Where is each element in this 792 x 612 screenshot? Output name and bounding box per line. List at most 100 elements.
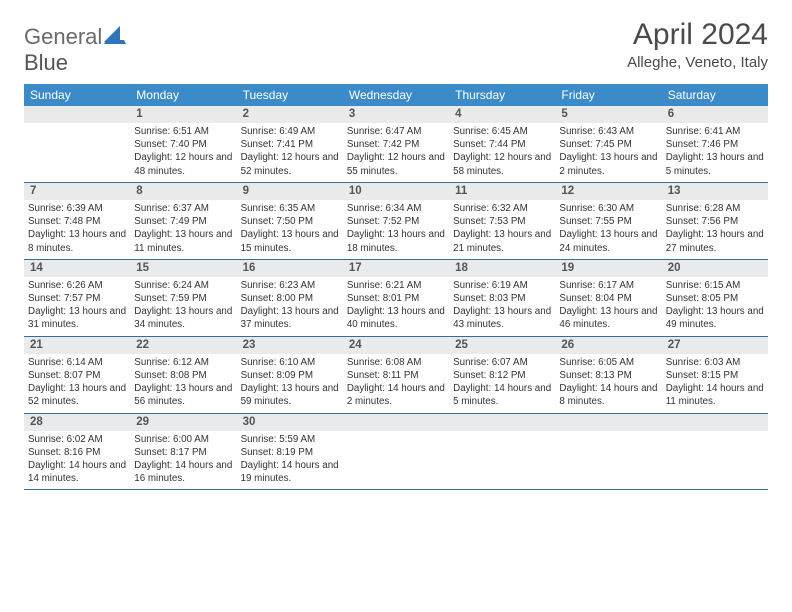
day-details [24,123,130,181]
day-number: 1 [130,106,236,123]
day-cell: 10Sunrise: 6:34 AMSunset: 7:52 PMDayligh… [343,182,449,259]
day-details: Sunrise: 6:12 AMSunset: 8:08 PMDaylight:… [130,354,236,413]
day-details: Sunrise: 6:21 AMSunset: 8:01 PMDaylight:… [343,277,449,336]
day-details: Sunrise: 6:39 AMSunset: 7:48 PMDaylight:… [24,200,130,259]
day-number: 2 [237,106,343,123]
day-details: Sunrise: 6:00 AMSunset: 8:17 PMDaylight:… [130,431,236,490]
day-cell: 19Sunrise: 6:17 AMSunset: 8:04 PMDayligh… [555,259,661,336]
day-number: 3 [343,106,449,123]
day-details: Sunrise: 6:37 AMSunset: 7:49 PMDaylight:… [130,200,236,259]
day-details: Sunrise: 6:41 AMSunset: 7:46 PMDaylight:… [662,123,768,182]
day-details: Sunrise: 6:10 AMSunset: 8:09 PMDaylight:… [237,354,343,413]
page-title: April 2024 [627,18,768,52]
dow-header: Tuesday [237,84,343,106]
day-cell: 13Sunrise: 6:28 AMSunset: 7:56 PMDayligh… [662,182,768,259]
day-details: Sunrise: 6:30 AMSunset: 7:55 PMDaylight:… [555,200,661,259]
header: GeneralBlue April 2024 Alleghe, Veneto, … [24,18,768,76]
dow-row: SundayMondayTuesdayWednesdayThursdayFrid… [24,84,768,106]
day-number: 18 [449,260,555,277]
day-cell: 11Sunrise: 6:32 AMSunset: 7:53 PMDayligh… [449,182,555,259]
day-details: Sunrise: 6:26 AMSunset: 7:57 PMDaylight:… [24,277,130,336]
day-details: Sunrise: 6:34 AMSunset: 7:52 PMDaylight:… [343,200,449,259]
day-cell [449,413,555,490]
day-details: Sunrise: 6:08 AMSunset: 8:11 PMDaylight:… [343,354,449,413]
day-cell: 9Sunrise: 6:35 AMSunset: 7:50 PMDaylight… [237,182,343,259]
day-number: 19 [555,260,661,277]
day-cell: 22Sunrise: 6:12 AMSunset: 8:08 PMDayligh… [130,336,236,413]
day-number: 25 [449,337,555,354]
day-cell [555,413,661,490]
day-cell: 8Sunrise: 6:37 AMSunset: 7:49 PMDaylight… [130,182,236,259]
logo-text: GeneralBlue [24,24,126,76]
week-row: 1Sunrise: 6:51 AMSunset: 7:40 PMDaylight… [24,106,768,182]
day-number [662,414,768,431]
day-cell: 5Sunrise: 6:43 AMSunset: 7:45 PMDaylight… [555,106,661,182]
day-details: Sunrise: 6:24 AMSunset: 7:59 PMDaylight:… [130,277,236,336]
day-number: 12 [555,183,661,200]
day-details [343,431,449,489]
day-number: 28 [24,414,130,431]
logo-part2: Blue [24,50,68,75]
day-details: Sunrise: 6:43 AMSunset: 7:45 PMDaylight:… [555,123,661,182]
day-number: 14 [24,260,130,277]
logo: GeneralBlue [24,18,126,76]
day-details: Sunrise: 6:45 AMSunset: 7:44 PMDaylight:… [449,123,555,182]
day-cell [343,413,449,490]
day-details: Sunrise: 6:07 AMSunset: 8:12 PMDaylight:… [449,354,555,413]
day-number: 13 [662,183,768,200]
day-number [24,106,130,123]
week-row: 14Sunrise: 6:26 AMSunset: 7:57 PMDayligh… [24,259,768,336]
day-details: Sunrise: 6:51 AMSunset: 7:40 PMDaylight:… [130,123,236,182]
day-details [555,431,661,489]
day-details: Sunrise: 6:23 AMSunset: 8:00 PMDaylight:… [237,277,343,336]
day-number: 9 [237,183,343,200]
day-cell [662,413,768,490]
day-cell: 4Sunrise: 6:45 AMSunset: 7:44 PMDaylight… [449,106,555,182]
day-cell: 26Sunrise: 6:05 AMSunset: 8:13 PMDayligh… [555,336,661,413]
logo-part1: General [24,24,102,49]
day-cell: 23Sunrise: 6:10 AMSunset: 8:09 PMDayligh… [237,336,343,413]
day-number: 27 [662,337,768,354]
day-details: Sunrise: 6:19 AMSunset: 8:03 PMDaylight:… [449,277,555,336]
day-cell [24,106,130,182]
day-number [343,414,449,431]
day-cell: 24Sunrise: 6:08 AMSunset: 8:11 PMDayligh… [343,336,449,413]
title-block: April 2024 Alleghe, Veneto, Italy [627,18,768,71]
day-number: 29 [130,414,236,431]
day-cell: 28Sunrise: 6:02 AMSunset: 8:16 PMDayligh… [24,413,130,490]
day-cell: 14Sunrise: 6:26 AMSunset: 7:57 PMDayligh… [24,259,130,336]
day-cell: 6Sunrise: 6:41 AMSunset: 7:46 PMDaylight… [662,106,768,182]
day-details: Sunrise: 5:59 AMSunset: 8:19 PMDaylight:… [237,431,343,490]
day-details: Sunrise: 6:35 AMSunset: 7:50 PMDaylight:… [237,200,343,259]
day-details: Sunrise: 6:28 AMSunset: 7:56 PMDaylight:… [662,200,768,259]
dow-header: Monday [130,84,236,106]
day-number: 21 [24,337,130,354]
dow-header: Sunday [24,84,130,106]
day-details: Sunrise: 6:47 AMSunset: 7:42 PMDaylight:… [343,123,449,182]
day-cell: 2Sunrise: 6:49 AMSunset: 7:41 PMDaylight… [237,106,343,182]
day-details [662,431,768,489]
day-number: 22 [130,337,236,354]
day-cell: 16Sunrise: 6:23 AMSunset: 8:00 PMDayligh… [237,259,343,336]
day-cell: 29Sunrise: 6:00 AMSunset: 8:17 PMDayligh… [130,413,236,490]
day-details: Sunrise: 6:03 AMSunset: 8:15 PMDaylight:… [662,354,768,413]
day-number: 4 [449,106,555,123]
day-details: Sunrise: 6:17 AMSunset: 8:04 PMDaylight:… [555,277,661,336]
week-row: 28Sunrise: 6:02 AMSunset: 8:16 PMDayligh… [24,413,768,490]
day-cell: 21Sunrise: 6:14 AMSunset: 8:07 PMDayligh… [24,336,130,413]
day-cell: 25Sunrise: 6:07 AMSunset: 8:12 PMDayligh… [449,336,555,413]
day-cell: 1Sunrise: 6:51 AMSunset: 7:40 PMDaylight… [130,106,236,182]
calendar-body: 1Sunrise: 6:51 AMSunset: 7:40 PMDaylight… [24,106,768,490]
day-details: Sunrise: 6:02 AMSunset: 8:16 PMDaylight:… [24,431,130,490]
day-cell: 30Sunrise: 5:59 AMSunset: 8:19 PMDayligh… [237,413,343,490]
dow-header: Thursday [449,84,555,106]
day-cell: 27Sunrise: 6:03 AMSunset: 8:15 PMDayligh… [662,336,768,413]
dow-header: Friday [555,84,661,106]
week-row: 7Sunrise: 6:39 AMSunset: 7:48 PMDaylight… [24,182,768,259]
logo-sail-icon [104,24,126,50]
day-number: 23 [237,337,343,354]
day-details: Sunrise: 6:14 AMSunset: 8:07 PMDaylight:… [24,354,130,413]
day-number [449,414,555,431]
day-number: 24 [343,337,449,354]
location: Alleghe, Veneto, Italy [627,54,768,71]
